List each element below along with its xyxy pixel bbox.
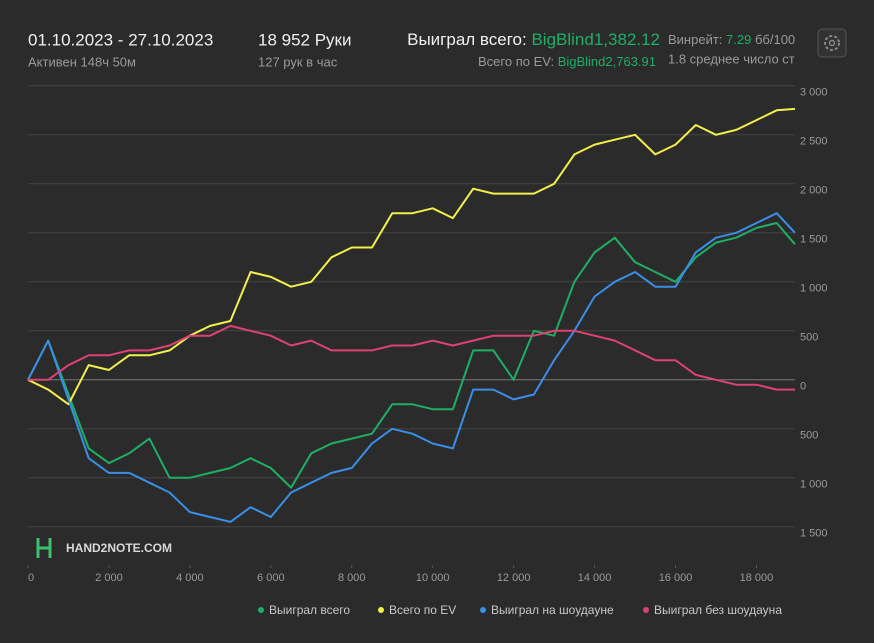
- y-tick-label: 1 500: [800, 234, 828, 246]
- x-tick-label: 12 000: [497, 572, 531, 584]
- date-range: 01.10.2023 - 27.10.2023: [28, 30, 213, 49]
- legend-label: Выиграл без шоудауна: [654, 603, 782, 617]
- x-tick-label: 16 000: [659, 572, 693, 584]
- legend-label: Выиграл на шоудауне: [491, 603, 614, 617]
- winrate-unit: бб/100: [755, 32, 795, 47]
- ev-total: Всего по EV: BigBlind2,763.91: [478, 54, 656, 69]
- winrate-label: Винрейт:: [668, 32, 722, 47]
- y-tick-label: 2 000: [800, 185, 828, 197]
- y-tick-label: 1 000: [800, 283, 828, 295]
- won-label: Выиграл всего:: [407, 30, 527, 49]
- settings-frame[interactable]: [817, 28, 847, 58]
- winrate-box: Винрейт: 7.29 бб/100 1.8 среднее число с…: [668, 32, 795, 66]
- x-tick-label: 14 000: [578, 572, 612, 584]
- x-tick-label: 8 000: [338, 572, 366, 584]
- logo-text: HAND2NOTE.COM: [66, 541, 172, 555]
- winrate-value: 7.29: [726, 32, 751, 47]
- logo: HAND2NOTE.COM: [36, 538, 172, 558]
- winrate: Винрейт: 7.29 бб/100: [668, 32, 795, 47]
- series-line: [27, 212, 796, 523]
- legend-label: Всего по EV: [389, 603, 456, 617]
- x-tick-label: 6 000: [257, 572, 285, 584]
- x-tick-label: 0: [28, 572, 34, 584]
- legend-marker: [643, 607, 649, 613]
- legend-marker: [480, 607, 486, 613]
- y-tick-label: 3 000: [800, 87, 828, 99]
- y-tick-label: 1 000: [800, 479, 828, 491]
- hands-rate: 127 рук в час: [258, 54, 338, 69]
- active-time: Активен 148ч 50м: [28, 54, 136, 69]
- logo-icon: [36, 538, 52, 558]
- y-tick-label: 0: [800, 381, 806, 393]
- ev-value: BigBlind2,763.91: [558, 54, 656, 69]
- won-total: Выиграл всего: BigBlind1,382.12: [407, 30, 660, 49]
- x-tick-label: 2 000: [95, 572, 123, 584]
- settings-button[interactable]: [817, 28, 847, 58]
- series-line: [27, 107, 796, 406]
- y-tick-label: 1 500: [800, 528, 828, 540]
- gear-icon[interactable]: [824, 35, 840, 51]
- y-tick-label: 500: [800, 430, 818, 442]
- avg-players: 1.8 среднее число ст: [668, 51, 795, 66]
- ev-label: Всего по EV:: [478, 54, 554, 69]
- gear-hub[interactable]: [828, 39, 836, 47]
- series-line: [27, 222, 796, 489]
- y-tick-label: 500: [800, 332, 818, 344]
- y-tick-label: 2 500: [800, 136, 828, 148]
- legend-marker: [378, 607, 384, 613]
- x-tick-label: 10 000: [416, 572, 450, 584]
- x-tick-label: 4 000: [176, 572, 204, 584]
- series-line: [28, 324, 795, 391]
- legend-marker: [258, 607, 264, 613]
- legend-label: Выиграл всего: [269, 603, 350, 617]
- hands: 18 952 Руки: [258, 30, 352, 49]
- won-value: BigBlind1,382.12: [531, 30, 660, 49]
- x-tick-label: 18 000: [740, 572, 774, 584]
